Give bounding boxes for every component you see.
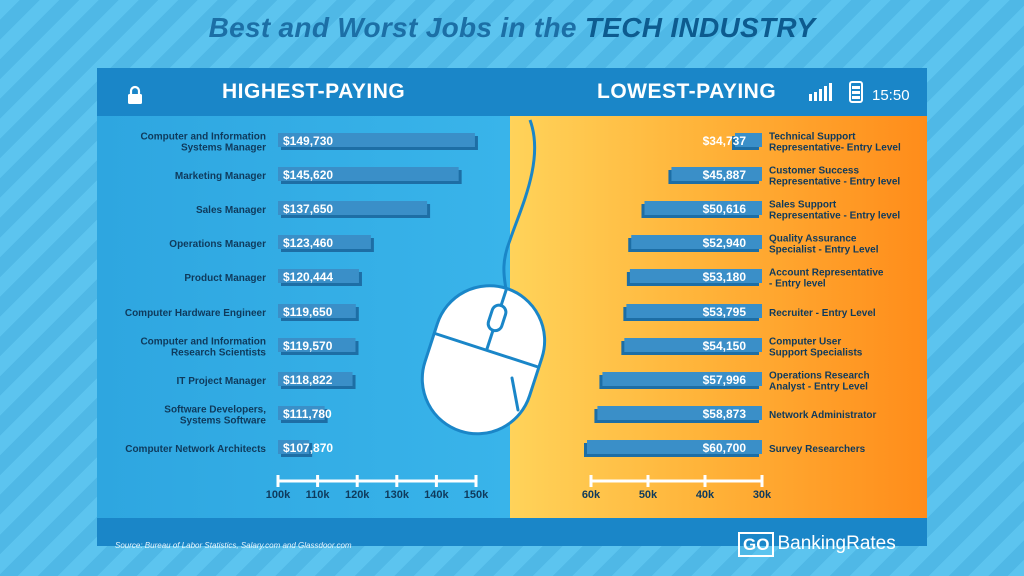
category-label: Network Administrator [769,410,877,421]
bar [597,406,762,420]
category-label: Customer Success Representative - Entry l… [769,166,900,188]
bar [631,235,762,249]
mouse-icon [420,119,547,436]
clock-time: 15:50 [872,87,910,104]
bar-value-label: $34,737 [703,134,747,148]
bar-value-label: $120,444 [283,270,333,284]
bar [278,167,459,181]
header-bar: HIGHEST-PAYING LOWEST-PAYING 15:50 [97,68,927,116]
bar [278,133,475,147]
bar-value-label: $118,822 [283,373,333,387]
bar [587,440,762,454]
category-label: Technical Support Representative- Entry L… [769,132,901,154]
bar [278,269,359,283]
category-label: Sales Manager [196,205,266,216]
category-label: Marketing Manager [175,171,266,182]
bar-value-label: $53,795 [703,305,747,319]
brand-logo: GO BankingRates [738,531,896,557]
bar [671,167,762,181]
bar [278,372,353,386]
bar [278,338,356,352]
source-note: Source: Bureau of Labor Statistics, Sala… [115,541,352,550]
lock-icon [127,85,143,110]
x-tick-label: 150k [464,489,489,501]
bar [278,304,356,318]
bar-value-label: $53,180 [703,270,747,284]
x-tick-label: 30k [753,489,772,501]
bar-value-label: $137,650 [283,202,333,216]
category-label: Account Representative - Entry level [769,268,884,290]
bar-value-label: $52,940 [703,236,747,250]
brand-name: BankingRates [777,533,896,554]
x-tick-label: 130k [385,489,410,501]
category-label: Operations Research Analyst - Entry Level [769,371,870,393]
category-label: Software Developers, Systems Software [164,405,266,427]
bar-value-label: $145,620 [283,168,333,182]
x-tick-label: 140k [424,489,449,501]
bar [644,201,762,215]
bar-value-label: $119,570 [283,339,333,353]
bar [734,133,762,147]
category-label: Product Manager [184,273,266,284]
footer-bar [97,518,927,546]
bar [624,338,762,352]
title-part-1: Best and Worst Jobs in the [208,12,585,43]
bar [278,235,371,249]
bar-value-label: $119,650 [283,305,333,319]
x-tick-label: 60k [582,489,601,501]
category-label: Computer and Information Systems Manager [140,132,266,154]
category-label: IT Project Manager [177,376,267,387]
bar [278,201,428,215]
phone-icon [849,81,863,108]
bar-value-label: $57,996 [703,373,747,387]
category-label: Quality Assurance Specialist - Entry Leve… [769,234,879,256]
bar-value-label: $107,870 [283,441,333,455]
brand-go: GO [738,531,775,557]
bar-value-label: $54,150 [703,339,747,353]
highest-paying-heading: HIGHEST-PAYING [222,80,406,103]
bar [626,304,762,318]
bar [629,269,762,283]
category-label: Computer and Information Research Scienti… [140,337,266,359]
bar [278,406,325,420]
title-part-2: TECH INDUSTRY [584,12,816,43]
bar [602,372,762,386]
bar-value-label: $60,700 [703,441,747,455]
x-tick-label: 110k [306,489,331,501]
bar-value-label: $58,873 [703,407,747,421]
x-tick-label: 40k [696,489,715,501]
x-tick-label: 120k [345,489,370,501]
category-label: Computer Network Architects [125,444,266,455]
bar-value-label: $45,887 [703,168,747,182]
category-label: Sales Support Representative - Entry leve… [769,200,900,222]
highest-paying-chart: $149,730 Computer and Information Systems … [125,132,489,502]
bar-value-label: $111,780 [283,407,332,421]
bar-value-label: $123,460 [283,236,333,250]
signal-icon [809,83,835,106]
category-label: Computer Hardware Engineer [125,308,266,319]
category-label: Recruiter - Entry Level [769,308,876,319]
bar [278,440,310,454]
category-label: Computer User Support Specialists [769,337,863,359]
infographic-title: Best and Worst Jobs in the TECH INDUSTRY [0,12,1024,44]
bar-value-label: $50,616 [703,202,747,216]
bar-value-label: $149,730 [283,134,333,148]
lowest-paying-chart: $34,737 Technical Support Representative- … [582,132,901,502]
category-label: Survey Researchers [769,444,866,455]
x-tick-label: 100k [266,489,291,501]
category-label: Operations Manager [169,239,266,250]
lowest-paying-heading: LOWEST-PAYING [597,80,777,103]
x-tick-label: 50k [639,489,658,501]
